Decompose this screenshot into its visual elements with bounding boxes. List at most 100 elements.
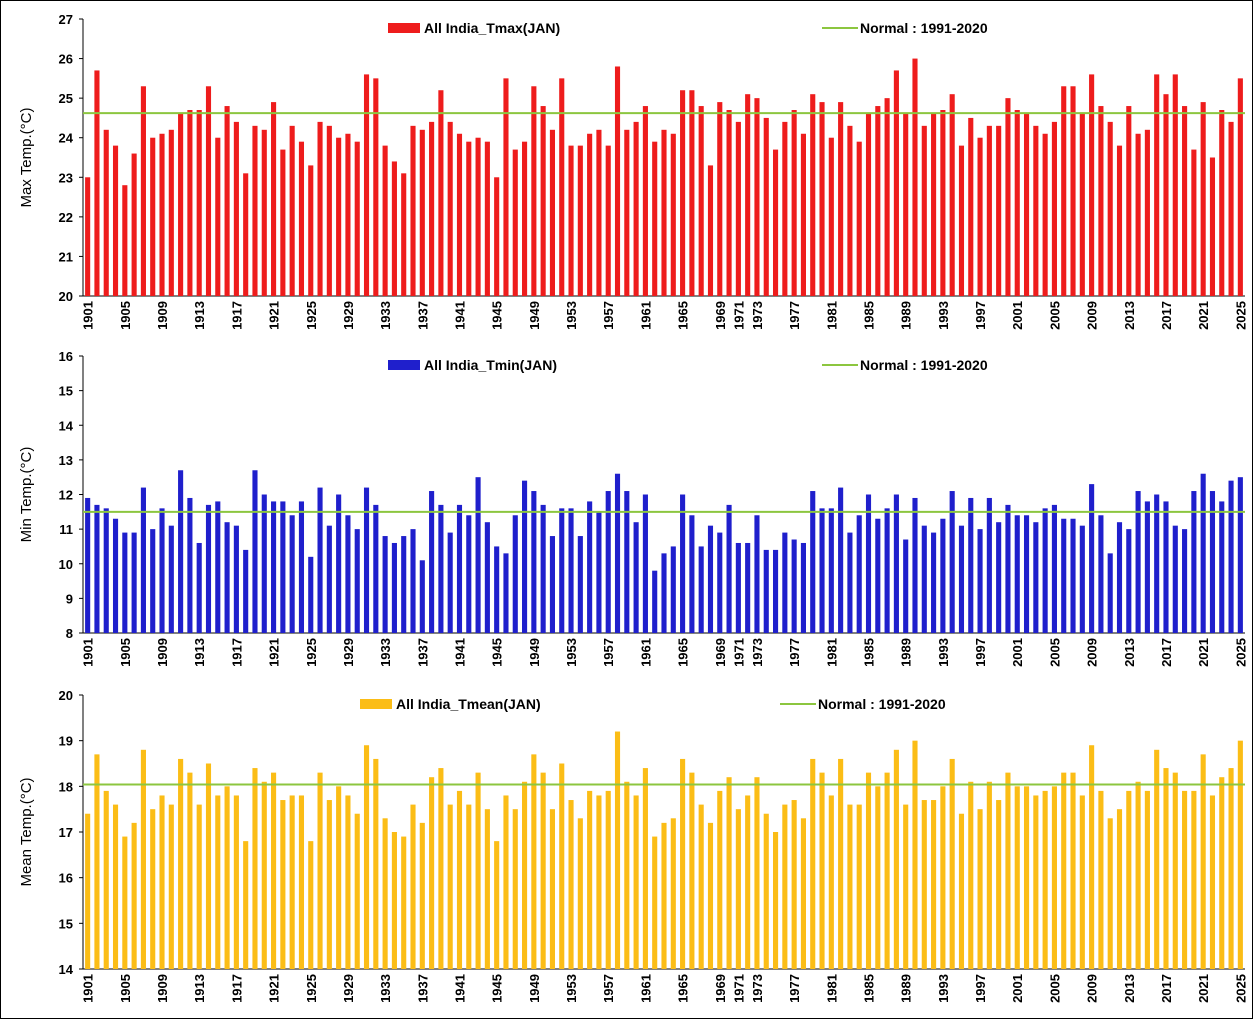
bar-1938 (429, 777, 435, 969)
bar-1928 (336, 494, 342, 633)
bar-1993 (940, 786, 946, 969)
bar-1910 (168, 525, 174, 633)
x-tick-label: 2005 (1047, 974, 1062, 1003)
bar-1941 (456, 133, 463, 296)
bar-2001 (1014, 786, 1020, 969)
x-tick-label: 2001 (1010, 301, 1025, 330)
x-tick-label: 1977 (787, 301, 802, 330)
bar-1972 (745, 542, 751, 633)
bar-1948 (522, 480, 528, 633)
bar-1905 (122, 532, 128, 633)
bar-1927 (326, 800, 332, 969)
x-tick-label: 1957 (601, 974, 616, 1003)
bar-1942 (466, 141, 472, 296)
x-tick-label: 1909 (155, 638, 170, 667)
x-tick-label: 1965 (676, 301, 691, 330)
bar-1945 (494, 546, 500, 633)
bar-1905 (122, 836, 128, 969)
bar-1961 (642, 494, 648, 633)
x-tick-label: 1913 (192, 638, 207, 667)
bar-1987 (884, 508, 890, 633)
bar-2005 (1051, 504, 1057, 633)
bar-1998 (986, 125, 992, 296)
legend-normal-label: Normal : 1991-2020 (818, 696, 946, 712)
bar-1975 (772, 832, 779, 969)
bar-1911 (178, 113, 184, 296)
x-tick-label: 1933 (378, 638, 393, 667)
bar-1955 (587, 501, 593, 633)
x-tick-label: 1909 (155, 974, 170, 1003)
bar-1976 (782, 121, 788, 296)
x-tick-label: 1971 (731, 974, 746, 1003)
bar-1991 (921, 800, 927, 969)
bar-2002 (1023, 515, 1030, 633)
x-tick-label: 1971 (731, 301, 746, 330)
bar-1960 (633, 795, 639, 969)
bar-1929 (345, 515, 351, 633)
bar-1933 (382, 536, 388, 633)
bar-1964 (670, 818, 676, 969)
bar-2015 (1144, 501, 1150, 633)
bar-2009 (1089, 745, 1095, 969)
bar-1996 (968, 781, 974, 969)
bar-1951 (549, 129, 556, 296)
bar-1957 (605, 491, 611, 633)
x-tick-label: 1945 (490, 974, 505, 1003)
bar-1909 (159, 795, 165, 969)
bar-1912 (187, 497, 193, 633)
bar-2016 (1154, 74, 1160, 297)
bar-1916 (224, 106, 230, 296)
legend-normal-label: Normal : 1991-2020 (860, 357, 988, 373)
legend-series-label: All India_Tmin(JAN) (424, 357, 557, 373)
bar-2019 (1182, 106, 1188, 296)
bar-1959 (624, 129, 630, 296)
bar-2004 (1042, 508, 1048, 633)
bar-1925 (308, 556, 314, 633)
bar-1983 (847, 532, 853, 633)
x-tick-label: 1949 (527, 301, 542, 330)
x-tick-label: 2001 (1010, 974, 1025, 1003)
x-tick-label: 1973 (750, 301, 765, 330)
bar-2017 (1163, 501, 1169, 633)
bar-1924 (298, 795, 305, 969)
bar-1949 (531, 86, 537, 297)
bar-1918 (243, 549, 249, 633)
bar-1919 (252, 470, 258, 633)
x-tick-label: 1909 (155, 301, 170, 330)
bar-1904 (112, 804, 119, 969)
y-tick-label: 11 (59, 522, 73, 537)
bar-2020 (1191, 790, 1197, 969)
x-tick-label: 1953 (564, 301, 579, 330)
bar-1990 (912, 497, 918, 633)
bar-1992 (931, 532, 937, 633)
x-tick-label: 1913 (192, 974, 207, 1003)
bar-1931 (363, 745, 370, 969)
bar-1917 (233, 121, 239, 296)
bar-1934 (391, 832, 397, 969)
bar-1946 (503, 553, 509, 633)
bar-2020 (1191, 491, 1197, 633)
bar-1921 (271, 102, 277, 296)
bar-1995 (958, 813, 965, 969)
bar-1998 (986, 497, 992, 633)
bar-1912 (187, 772, 193, 969)
x-tick-label: 1961 (638, 301, 653, 330)
legend-series-swatch (360, 699, 392, 709)
bar-1980 (819, 772, 825, 969)
bar-1973 (754, 777, 760, 969)
bar-1979 (810, 758, 816, 969)
bar-1953 (568, 800, 574, 969)
bar-2021 (1200, 473, 1206, 633)
bar-2015 (1144, 790, 1150, 969)
bar-1947 (512, 515, 518, 633)
bar-1956 (596, 511, 602, 633)
y-tick-label: 17 (59, 825, 73, 840)
bar-2014 (1135, 133, 1141, 296)
x-tick-label: 1965 (676, 974, 691, 1003)
bar-1966 (689, 90, 695, 296)
bar-1950 (540, 504, 546, 633)
bar-1902 (94, 504, 100, 633)
bar-1910 (168, 129, 174, 296)
bar-1980 (819, 102, 825, 296)
x-tick-label: 1993 (936, 638, 951, 667)
